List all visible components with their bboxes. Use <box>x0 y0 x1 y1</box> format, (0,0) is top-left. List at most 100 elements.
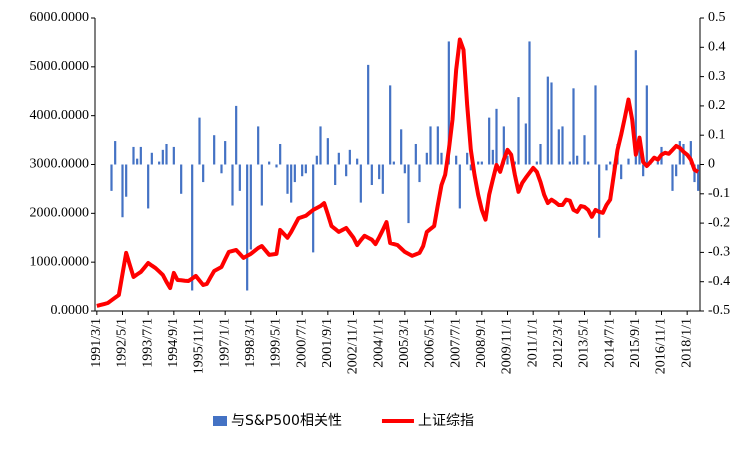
y-tick-label: 5000.0000 <box>30 59 90 74</box>
bar <box>576 155 579 165</box>
bar <box>172 146 175 165</box>
x-tick-label: 1994/9/1 <box>166 318 181 368</box>
bar <box>202 164 205 183</box>
bar <box>455 155 458 165</box>
bar <box>414 143 417 165</box>
bar <box>634 50 637 165</box>
bar <box>517 97 520 165</box>
bar <box>367 64 370 165</box>
bar <box>125 164 128 197</box>
legend-label: 与S&P500相关性 <box>231 413 342 429</box>
bar <box>392 161 395 165</box>
bar <box>235 105 238 165</box>
x-tick-label: 2005/3/1 <box>397 318 412 368</box>
bar <box>458 164 461 209</box>
x-tick-label: 1991/3/1 <box>89 318 104 368</box>
bar <box>147 164 150 209</box>
bar <box>378 164 381 180</box>
bar <box>319 126 322 165</box>
bar <box>502 126 505 165</box>
bar <box>249 164 252 250</box>
y2-tick-label: 0.2 <box>708 98 726 113</box>
bar <box>224 141 227 165</box>
y2-tick-label: -0.5 <box>708 303 730 318</box>
bar <box>150 152 153 165</box>
bar <box>198 117 201 165</box>
x-tick-label: 2014/7/1 <box>602 318 617 368</box>
bar <box>425 152 428 165</box>
x-tick-label: 2012/3/1 <box>551 318 566 368</box>
bar <box>381 164 384 194</box>
x-tick-label: 2001/9/1 <box>320 318 335 368</box>
x-tick-label: 2008/9/1 <box>474 318 489 368</box>
bar <box>293 164 296 183</box>
bar <box>136 158 139 165</box>
bar <box>678 141 681 165</box>
bar <box>337 152 340 165</box>
bar <box>488 117 491 165</box>
bar <box>161 149 164 165</box>
bar <box>301 164 304 177</box>
bar <box>495 108 498 165</box>
x-tick-label: 2018/1/1 <box>679 318 694 368</box>
y2-tick-label: -0.3 <box>708 245 730 260</box>
x-tick-label: 2006/5/1 <box>423 318 438 368</box>
bar <box>693 164 696 183</box>
x-tick-label: 2002/11/1 <box>346 318 361 374</box>
x-tick-label: 2011/1/1 <box>525 318 540 367</box>
x-tick-label: 1998/3/1 <box>243 318 258 368</box>
y2-tick-label: -0.1 <box>708 186 730 201</box>
bar <box>356 158 359 165</box>
bar <box>370 164 373 186</box>
bar <box>407 164 410 224</box>
bar <box>627 158 630 165</box>
y-tick-label: 3000.0000 <box>30 157 90 172</box>
bar <box>429 126 432 165</box>
y2-tick-label: 0.4 <box>708 40 726 55</box>
bar <box>436 126 439 165</box>
y2-tick-label: 0.3 <box>708 69 726 84</box>
bar <box>275 164 278 168</box>
bar <box>689 141 692 165</box>
x-tick-label: 1999/5/1 <box>269 318 284 368</box>
bar <box>572 88 575 165</box>
bar <box>286 164 289 194</box>
bar <box>447 41 450 165</box>
y2-tick-label: -0.2 <box>708 215 730 230</box>
x-tick-label: 1997/1/1 <box>217 318 232 368</box>
x-tick-label: 2015/9/1 <box>628 318 643 368</box>
bar <box>583 135 586 165</box>
bar <box>535 161 538 165</box>
y2-tick-label: 0.5 <box>708 10 726 25</box>
bar <box>638 138 641 165</box>
bar <box>304 164 307 174</box>
bar <box>279 143 282 165</box>
bar <box>642 164 645 177</box>
bar <box>158 161 161 165</box>
bar <box>260 164 263 206</box>
bar <box>359 164 362 203</box>
bar <box>598 164 601 238</box>
x-tick-label: 2000/7/1 <box>294 318 309 368</box>
bar <box>418 164 421 183</box>
bar <box>345 164 348 177</box>
bar <box>546 76 549 165</box>
bar <box>466 152 469 165</box>
bar <box>697 164 700 191</box>
line <box>96 37 700 308</box>
y2-tick-label: -0.4 <box>708 274 730 289</box>
y2-tick-label: 0 <box>708 157 715 172</box>
bar <box>550 82 553 165</box>
bar <box>609 161 612 165</box>
bar <box>246 164 249 291</box>
bar <box>477 161 480 165</box>
bar <box>238 164 241 191</box>
x-tick-label: 1995/11/1 <box>192 318 207 374</box>
bar <box>480 161 483 165</box>
bar <box>334 164 337 186</box>
bar <box>121 164 124 218</box>
bar <box>114 141 117 165</box>
y-tick-label: 4000.0000 <box>30 108 90 123</box>
